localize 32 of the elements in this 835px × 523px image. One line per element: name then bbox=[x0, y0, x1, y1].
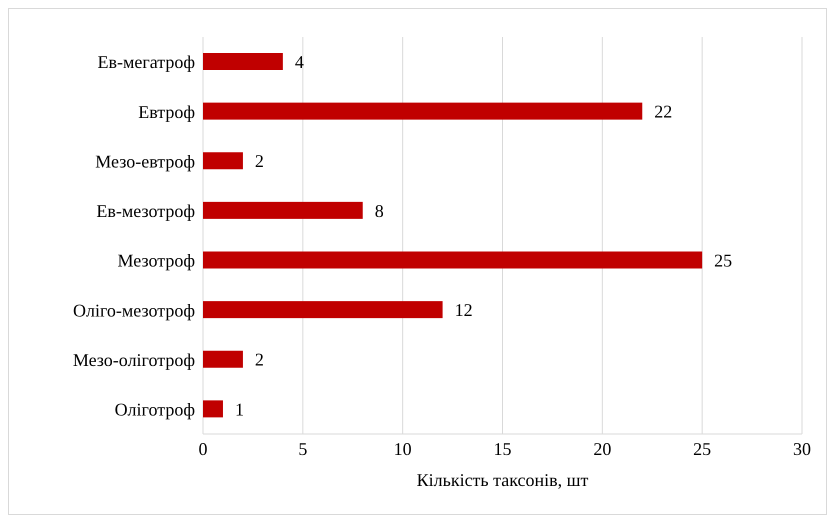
bar bbox=[203, 152, 243, 170]
x-tick-label: 25 bbox=[693, 438, 712, 459]
x-axis-title: Кількість таксонів, шт bbox=[416, 470, 588, 490]
data-label: 22 bbox=[654, 102, 672, 122]
data-label: 2 bbox=[254, 350, 264, 370]
bar bbox=[203, 301, 443, 318]
y-tick-label: Ев-мезотроф bbox=[96, 201, 195, 222]
y-tick-label: Мезо-оліготроф bbox=[72, 350, 195, 370]
bar bbox=[203, 202, 363, 219]
y-tick-label: Ев-мегатроф bbox=[97, 52, 195, 72]
x-tick-label: 5 bbox=[298, 438, 308, 459]
bar bbox=[203, 350, 243, 368]
x-tick-label: 10 bbox=[394, 438, 412, 459]
y-tick-label: Мезо-евтроф bbox=[95, 151, 195, 172]
bar bbox=[203, 53, 283, 70]
y-tick-label: Оліготроф bbox=[114, 400, 195, 420]
data-label: 25 bbox=[714, 250, 732, 270]
data-label: 4 bbox=[294, 52, 304, 72]
x-tick-label: 30 bbox=[793, 438, 811, 459]
bar bbox=[203, 400, 223, 418]
data-label: 2 bbox=[254, 151, 264, 172]
x-tick-label: 15 bbox=[494, 438, 512, 459]
x-tick-label: 20 bbox=[593, 438, 612, 459]
data-label: 12 bbox=[454, 300, 473, 320]
x-tick-label: 0 bbox=[198, 438, 208, 459]
y-tick-label: Мезотроф bbox=[118, 250, 195, 271]
y-tick-label: Евтроф bbox=[138, 102, 195, 122]
data-label: 1 bbox=[234, 399, 244, 420]
y-tick-label: Оліго-мезотроф bbox=[72, 300, 195, 320]
bar bbox=[203, 252, 702, 268]
bar bbox=[203, 102, 642, 120]
data-label: 8 bbox=[374, 200, 384, 221]
